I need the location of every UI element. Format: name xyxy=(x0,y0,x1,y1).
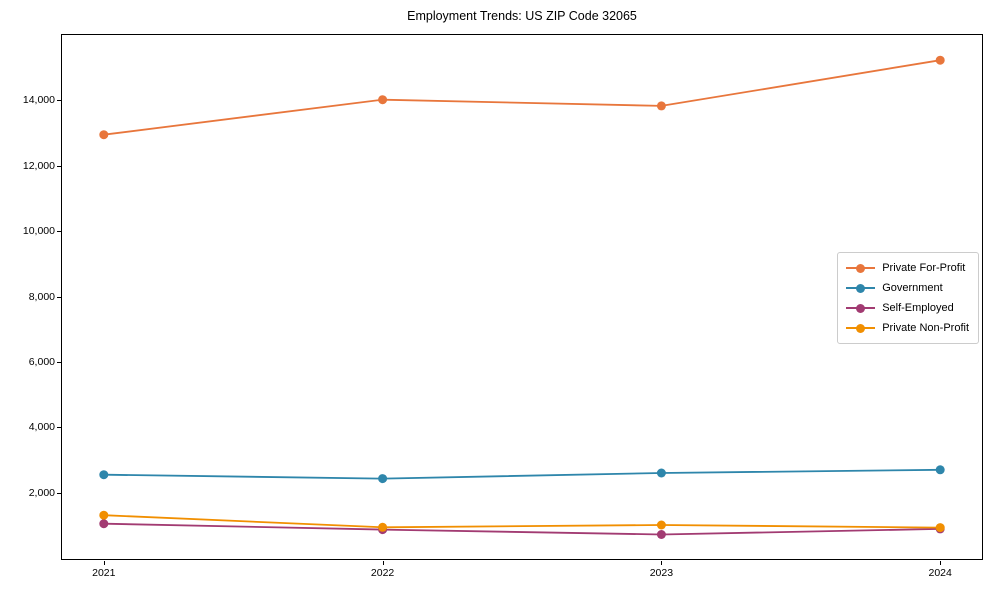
data-point xyxy=(656,101,666,111)
y-tick-label: 6,000 xyxy=(28,355,55,368)
legend-line-swatch xyxy=(846,263,876,273)
data-point xyxy=(935,465,945,475)
legend-line-swatch xyxy=(846,323,876,333)
legend-marker-dot xyxy=(856,263,866,273)
line-chart-svg xyxy=(99,55,945,539)
y-tick-label: 12,000 xyxy=(22,159,55,172)
data-point xyxy=(935,523,945,533)
series-line-2 xyxy=(103,522,941,536)
series-line-3 xyxy=(103,514,941,529)
y-tick-mark xyxy=(57,296,61,298)
x-tick-label: 2021 xyxy=(92,567,116,579)
legend-item-0: Private For-Profit xyxy=(846,259,969,277)
x-tick-mark xyxy=(940,561,942,565)
y-tick-mark xyxy=(57,100,61,102)
x-tick-label: 2024 xyxy=(928,567,952,579)
legend-marker-dot xyxy=(856,303,866,313)
data-point xyxy=(99,470,109,480)
y-tick-label: 14,000 xyxy=(22,94,55,107)
x-tick-mark xyxy=(661,561,663,565)
data-point xyxy=(378,522,388,532)
y-tick-label: 10,000 xyxy=(22,225,55,238)
x-tick-label: 2022 xyxy=(370,567,395,579)
legend-marker-dot xyxy=(856,323,866,333)
data-point xyxy=(99,519,109,529)
y-tick-mark xyxy=(57,165,61,167)
legend-item-3: Private Non-Profit xyxy=(846,319,969,337)
legend-item-1: Government xyxy=(846,279,969,297)
data-point xyxy=(99,130,109,140)
series-line-1 xyxy=(103,468,941,480)
y-tick-mark xyxy=(57,231,61,233)
legend-line-swatch xyxy=(846,283,876,293)
x-tick-mark xyxy=(382,561,384,565)
series-line-0 xyxy=(103,59,941,136)
data-point xyxy=(656,468,666,478)
data-point xyxy=(656,530,666,539)
y-tick-label: 8,000 xyxy=(28,290,55,303)
y-tick-label: 4,000 xyxy=(28,421,55,434)
legend-item-2: Self-Employed xyxy=(846,299,969,317)
x-tick-mark xyxy=(103,561,105,565)
x-tick-label: 2023 xyxy=(649,567,674,579)
legend-label: Private For-Profit xyxy=(882,262,966,274)
data-point xyxy=(935,55,945,65)
data-point xyxy=(378,474,388,484)
plot-area: Private For-Profit Government Self-Employe… xyxy=(61,34,983,560)
legend-label: Self-Employed xyxy=(882,302,954,314)
data-point xyxy=(99,510,109,520)
legend-marker-dot xyxy=(856,283,866,293)
data-point xyxy=(656,520,666,530)
y-tick-mark xyxy=(57,427,61,429)
legend-label: Private Non-Profit xyxy=(882,322,969,334)
data-point xyxy=(378,95,388,105)
legend-line-swatch xyxy=(846,303,876,313)
y-tick-label: 2,000 xyxy=(28,486,55,499)
chart-title: Employment Trends: US ZIP Code 32065 xyxy=(407,9,637,23)
legend: Private For-Profit Government Self-Employe… xyxy=(837,252,979,344)
y-tick-mark xyxy=(57,492,61,494)
legend-label: Government xyxy=(882,282,943,294)
y-tick-mark xyxy=(57,361,61,363)
